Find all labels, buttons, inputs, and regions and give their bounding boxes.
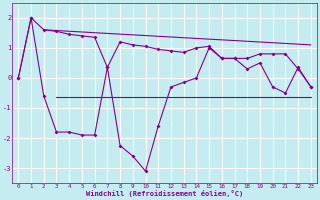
X-axis label: Windchill (Refroidissement éolien,°C): Windchill (Refroidissement éolien,°C) <box>86 190 243 197</box>
